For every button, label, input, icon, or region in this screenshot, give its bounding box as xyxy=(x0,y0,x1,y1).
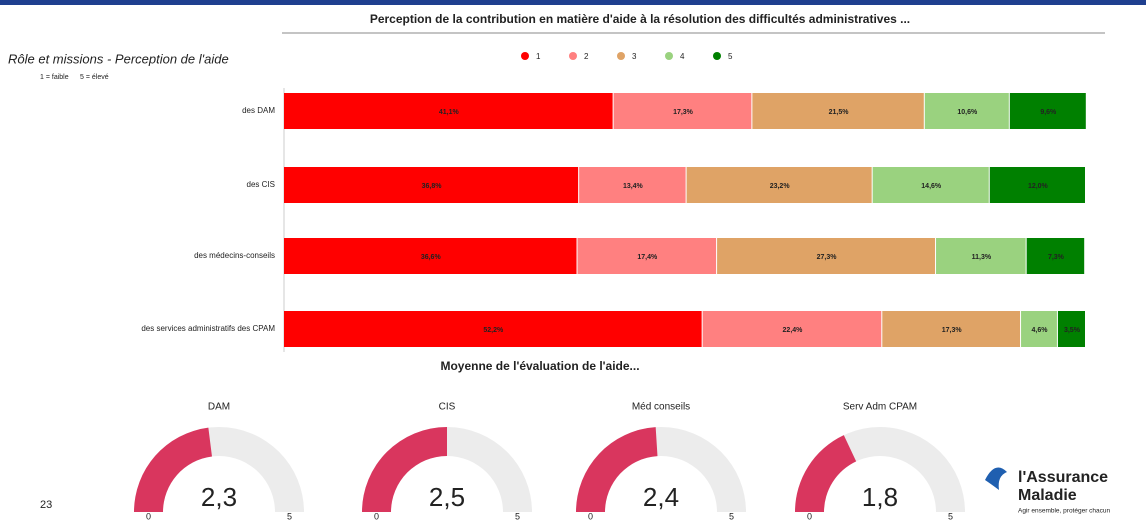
value-label: 36,8% xyxy=(422,183,443,190)
value-label: 36,6% xyxy=(421,254,442,261)
value-label: 13,4% xyxy=(623,183,644,190)
gauge-value: 2,5 xyxy=(429,482,465,512)
gauge-tick-label: 5 xyxy=(729,511,734,521)
bar-segment xyxy=(872,167,989,203)
gauge-value-arc xyxy=(362,427,447,512)
category-label: des services administratifs des CPAM xyxy=(141,324,275,333)
bar-segment xyxy=(1021,311,1057,347)
gauge-title: CIS xyxy=(439,402,456,413)
gauge-title: Serv Adm CPAM xyxy=(843,402,917,413)
value-label: 22,4% xyxy=(783,327,804,334)
value-label: 27,3% xyxy=(817,254,838,261)
value-label: 9,6% xyxy=(1040,109,1057,116)
gauge-value: 2,4 xyxy=(643,482,679,512)
value-label: 4,6% xyxy=(1031,327,1048,334)
gauge-value-arc xyxy=(134,427,212,512)
scale-note: 1 = faible xyxy=(40,74,69,81)
logo-tagline: Agir ensemble, protéger chacun xyxy=(1018,508,1111,515)
value-label: 17,3% xyxy=(942,327,963,334)
value-label: 10,6% xyxy=(957,109,978,116)
slide-title: Perception de la contribution en matière… xyxy=(370,12,910,26)
gauge-tick-label: 0 xyxy=(807,511,812,521)
bar-segment xyxy=(284,238,577,274)
bar-segment xyxy=(924,93,1009,129)
gauge-value: 1,8 xyxy=(862,482,898,512)
logo-icon xyxy=(985,467,1007,490)
legend-label: 3 xyxy=(632,52,637,61)
chart-title: Rôle et missions - Perception de l'aide xyxy=(8,51,229,66)
bar-segment xyxy=(579,167,686,203)
bar-segment xyxy=(717,238,936,274)
value-label: 41,1% xyxy=(439,109,460,116)
legend-label: 5 xyxy=(728,52,733,61)
logo: l'Assurance Maladie Agir ensemble, proté… xyxy=(985,467,1111,515)
gauge-tick-label: 5 xyxy=(948,511,953,521)
value-label: 3,5% xyxy=(1064,327,1081,334)
value-label: 23,2% xyxy=(770,183,791,190)
gauge-tick-label: 0 xyxy=(588,511,593,521)
legend-swatch xyxy=(713,52,721,60)
gauge-value-arc xyxy=(576,427,658,512)
bar-segment xyxy=(752,93,924,129)
scale-note: 5 = élevé xyxy=(80,74,109,81)
legend-swatch xyxy=(569,52,577,60)
bar-segment xyxy=(284,311,702,347)
top-band xyxy=(0,0,1146,5)
category-label: des CIS xyxy=(247,180,275,189)
value-label: 7,3% xyxy=(1048,254,1065,261)
gauge-tick-label: 5 xyxy=(515,511,520,521)
value-label: 21,5% xyxy=(829,109,850,116)
bar-segment xyxy=(1026,238,1085,274)
bar-segment xyxy=(989,167,1085,203)
gauge-value-arc xyxy=(795,435,857,512)
logo-text: l'Assurance xyxy=(1018,469,1108,486)
bar-segment xyxy=(686,167,872,203)
bar-segment xyxy=(284,167,579,203)
category-label: des DAM xyxy=(242,106,275,115)
logo-text: Maladie xyxy=(1018,487,1077,504)
bar-segment xyxy=(577,238,717,274)
legend-swatch xyxy=(665,52,673,60)
legend-label: 1 xyxy=(536,52,541,61)
bar-segment xyxy=(936,238,1026,274)
bar-segment xyxy=(1009,93,1086,129)
bar-segment xyxy=(882,311,1021,347)
gauge-tick-label: 5 xyxy=(287,511,292,521)
category-label: des médecins-conseils xyxy=(194,251,275,260)
bar-segment xyxy=(613,93,752,129)
value-label: 12,0% xyxy=(1028,183,1049,190)
gauge-section-title: Moyenne de l'évaluation de l'aide... xyxy=(440,359,639,373)
page-number: 23 xyxy=(40,499,52,511)
legend-swatch xyxy=(617,52,625,60)
bar-segment xyxy=(1057,311,1085,347)
bar-segment xyxy=(702,311,882,347)
value-label: 11,3% xyxy=(972,254,992,261)
gauge-title: Méd conseils xyxy=(632,402,690,413)
bar-segment xyxy=(284,93,613,129)
gauge-value: 2,3 xyxy=(201,482,237,512)
value-label: 17,4% xyxy=(637,254,658,261)
value-label: 52,2% xyxy=(483,327,504,334)
gauge-tick-label: 0 xyxy=(374,511,379,521)
legend-label: 2 xyxy=(584,52,589,61)
gauge-tick-label: 0 xyxy=(146,511,151,521)
legend-swatch xyxy=(521,52,529,60)
value-label: 17,3% xyxy=(673,109,694,116)
legend-label: 4 xyxy=(680,52,685,61)
value-label: 14,6% xyxy=(921,183,942,190)
gauge-title: DAM xyxy=(208,402,230,413)
